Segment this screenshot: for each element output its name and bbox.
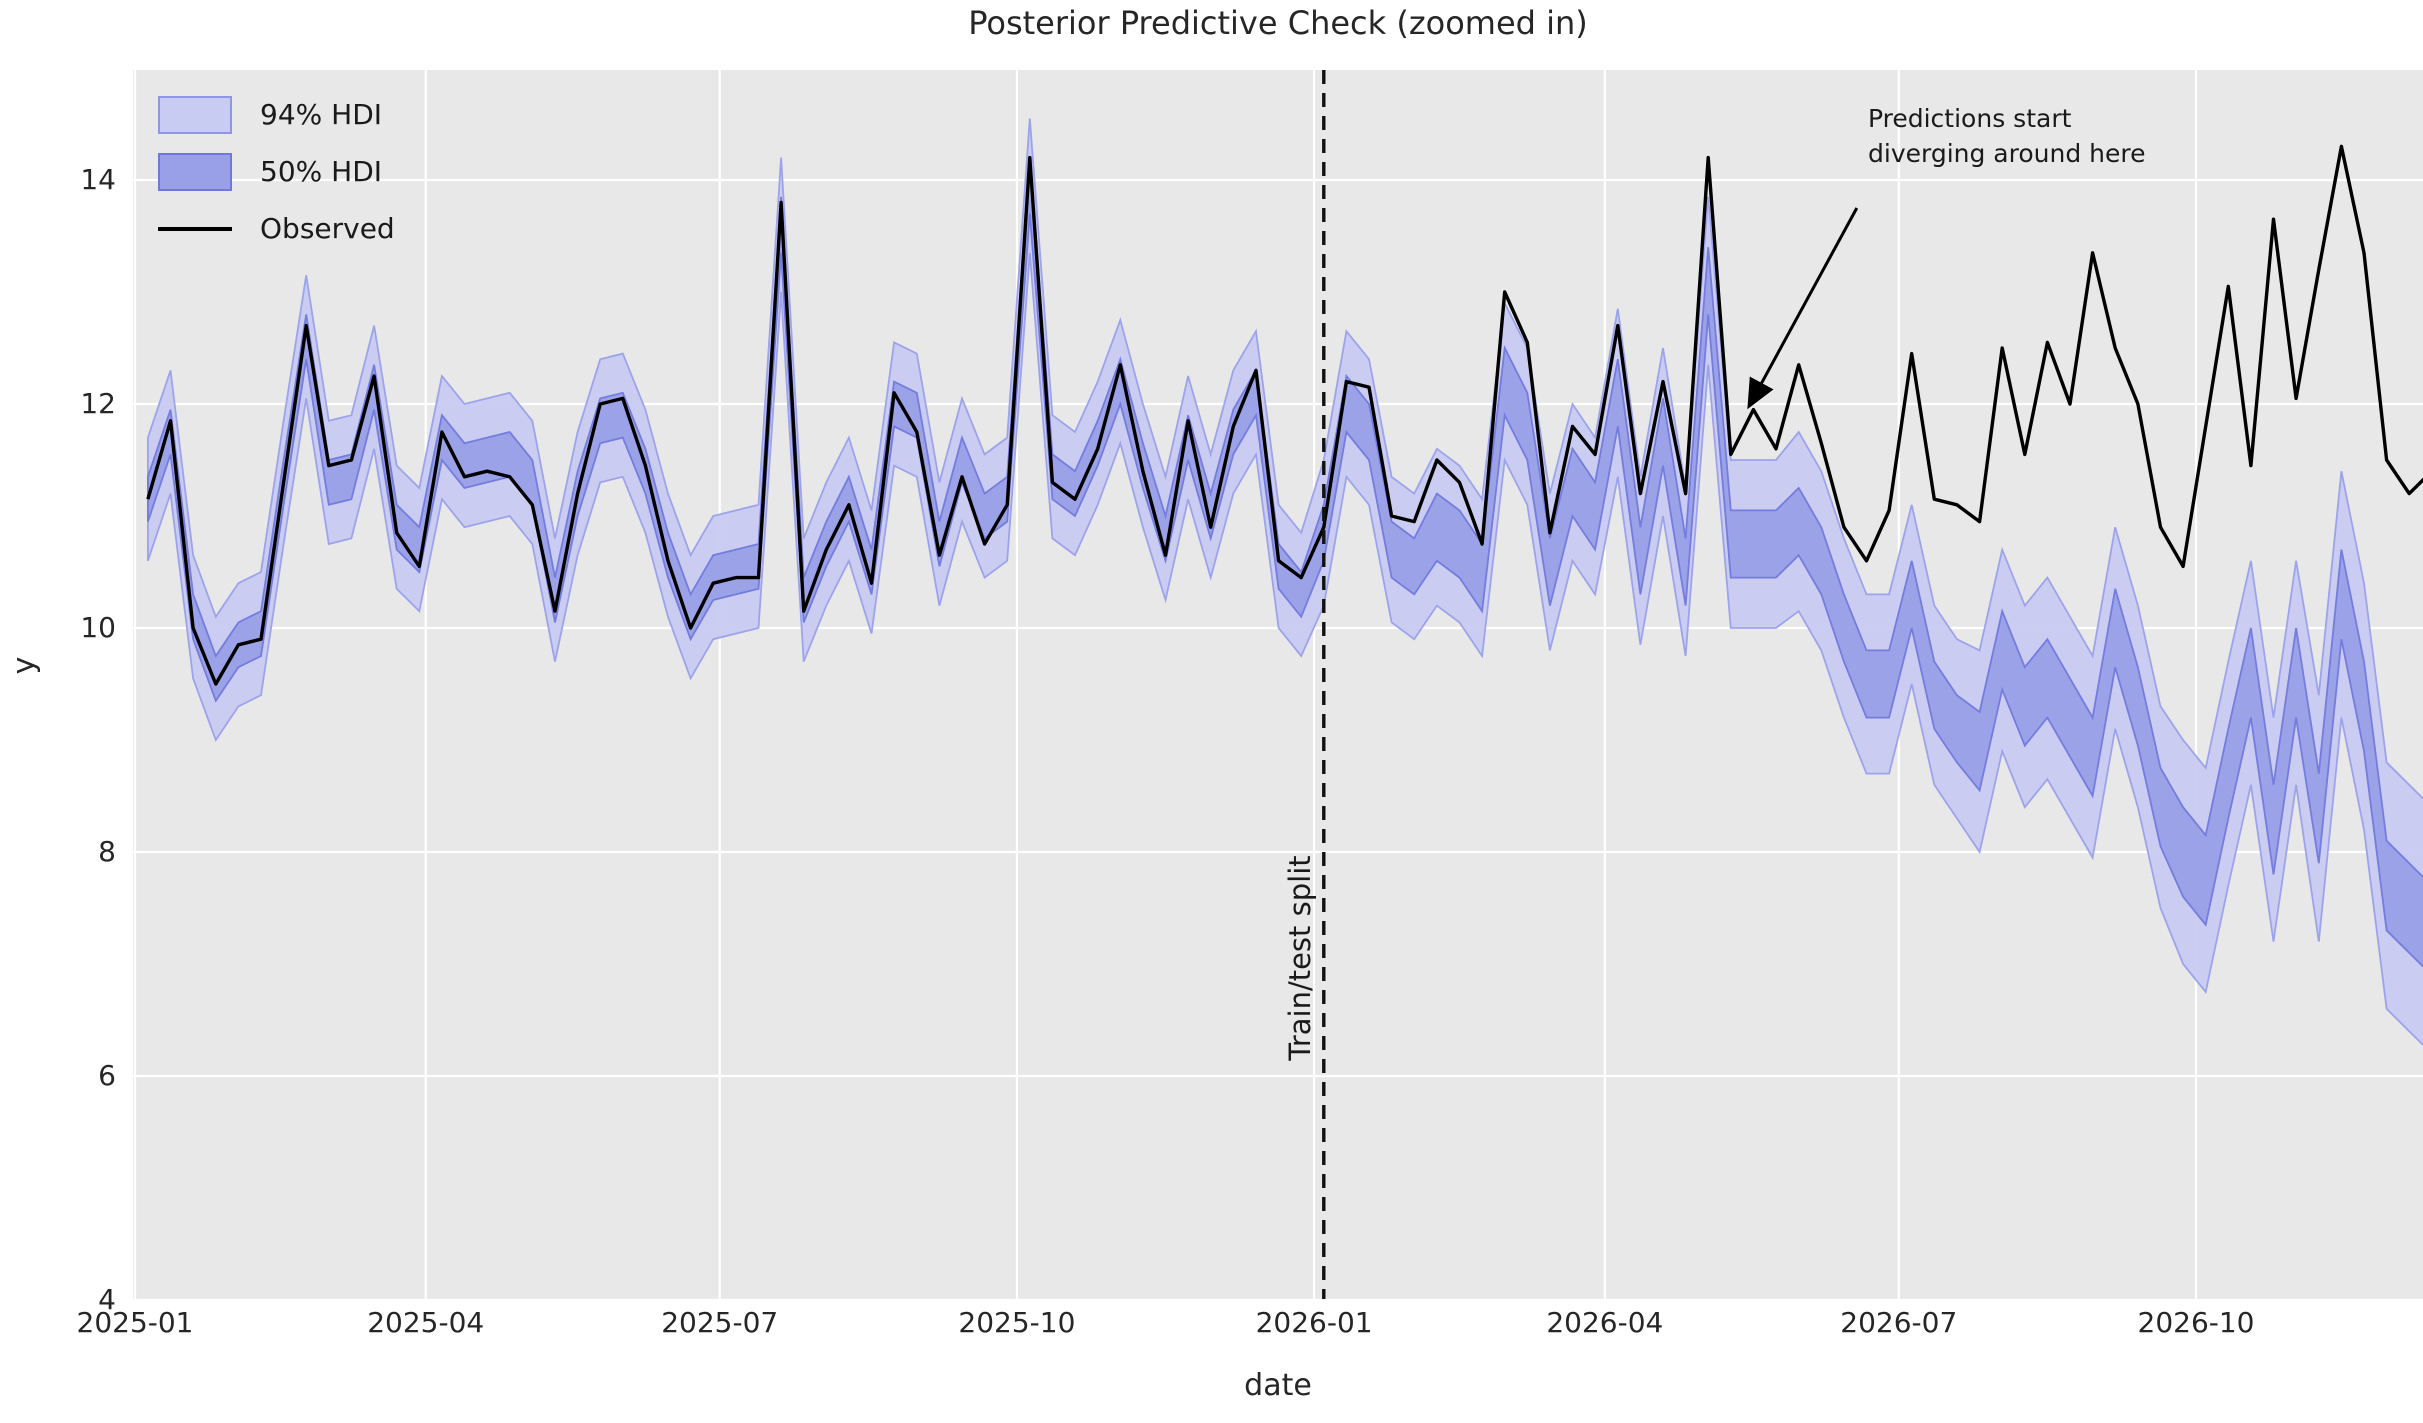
x-tick-label: 2026-01 (1255, 1306, 1373, 1339)
x-tick-label: 2025-07 (661, 1306, 779, 1339)
x-tick-label: 2026-07 (1840, 1306, 1958, 1339)
legend-item-94hdi: 94% HDI (158, 86, 395, 143)
legend-label: 50% HDI (260, 155, 383, 188)
x-axis-label: date (1244, 1368, 1312, 1403)
y-tick-label: 8 (98, 835, 116, 868)
hdi50-band (146, 157, 2423, 968)
legend-item-50hdi: 50% HDI (158, 143, 395, 200)
y-tick-label: 10 (80, 611, 116, 644)
legend-item-observed: Observed (158, 200, 395, 257)
x-tick-label: 2025-01 (76, 1306, 194, 1339)
y-tick-label: 6 (98, 1059, 116, 1092)
y-tick-label: 4 (98, 1283, 116, 1316)
annotation-line2: diverging around here (1868, 138, 2146, 168)
annotation-arrow (1747, 207, 1859, 410)
legend-label: 94% HDI (260, 98, 383, 131)
y-tick-label: 14 (80, 163, 116, 196)
annotation-line1: Predictions start (1868, 104, 2072, 133)
observed-line (146, 144, 2423, 686)
hdi50-swatch-icon (158, 152, 232, 191)
hdi94-swatch-icon (158, 95, 232, 134)
x-tick-label: 2025-04 (367, 1306, 485, 1339)
chart-title: Posterior Predictive Check (zoomed in) (968, 4, 1588, 42)
annotation-text: Predictions start diverging around here (1868, 102, 2146, 171)
x-tick-label: 2026-04 (1546, 1306, 1664, 1339)
train-test-split-label: Train/test split (1283, 855, 1317, 1061)
y-tick-label: 12 (80, 387, 116, 420)
legend: 94% HDI 50% HDI Observed (158, 86, 395, 257)
legend-label: Observed (260, 212, 395, 245)
x-tick-label: 2026-10 (2137, 1306, 2255, 1339)
observed-line-swatch-icon (158, 226, 232, 231)
x-tick-label: 2025-10 (958, 1306, 1076, 1339)
